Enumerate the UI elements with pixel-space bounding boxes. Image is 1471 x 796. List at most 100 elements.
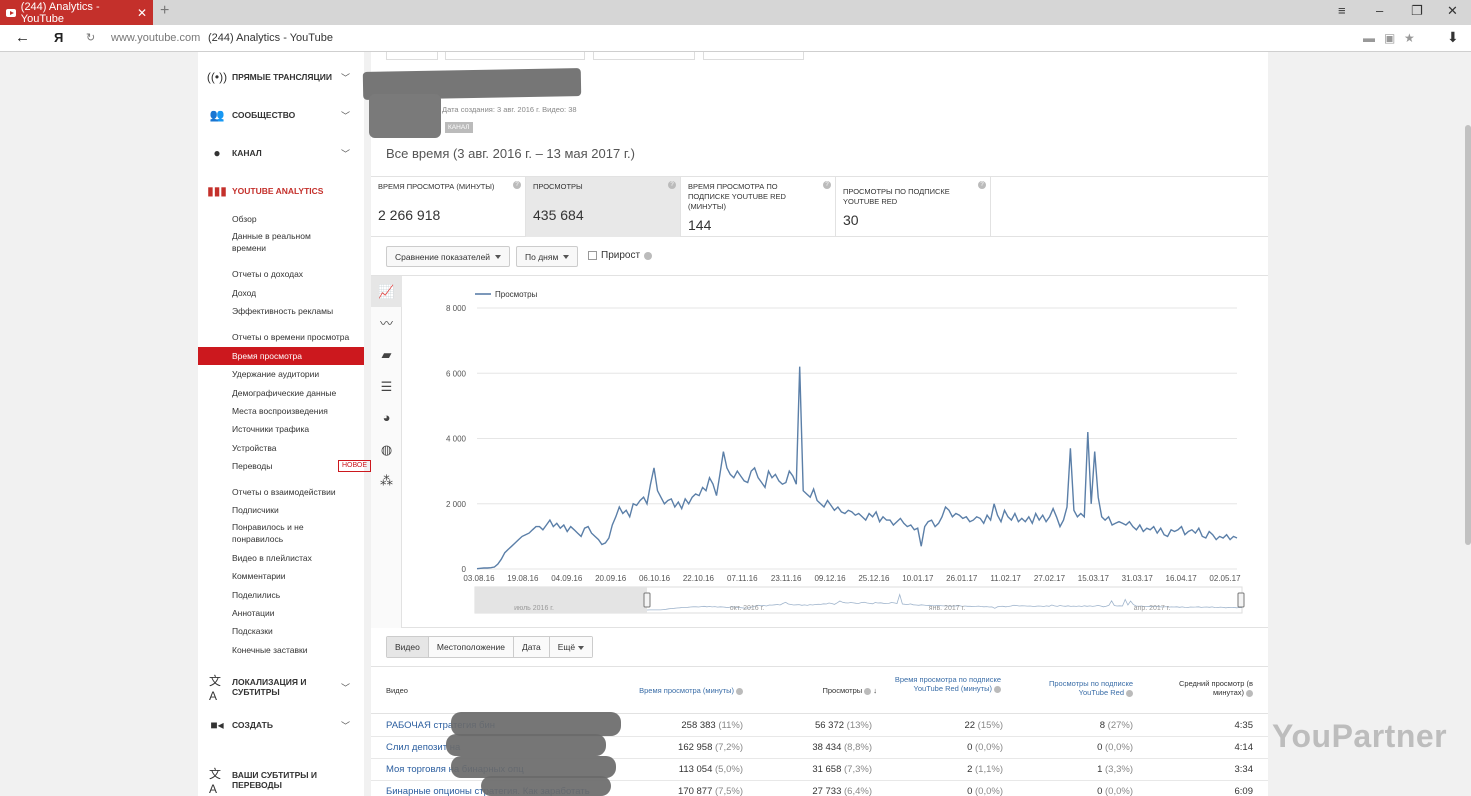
sidebar-item-traffic-sources[interactable]: Источники трафика xyxy=(232,424,310,434)
sidebar-item-annotations[interactable]: Аннотации xyxy=(232,608,275,618)
metric-red-views[interactable]: ПРОСМОТРЫ ПО ПОДПИСКЕ YOUTUBE RED ? 30 xyxy=(836,177,991,237)
url-host[interactable]: www.youtube.com xyxy=(111,32,201,44)
pie-chart-icon[interactable]: ◕ xyxy=(382,410,391,425)
sidebar-item-playlists[interactable]: Видео в плейлистах xyxy=(232,553,312,563)
url-page-title[interactable]: (244) Analytics - YouTube xyxy=(208,32,333,44)
cell-watch-time: 113 054 (5,0%) xyxy=(678,764,743,775)
sidebar-section-create[interactable]: ■◂ СОЗДАТЬ ﹀ xyxy=(198,712,364,738)
reload-icon[interactable]: ↻ xyxy=(86,32,96,44)
sidebar-item-end-screens[interactable]: Конечные заставки xyxy=(232,645,308,655)
sidebar-section-label: YOUTUBE ANALYTICS xyxy=(232,186,324,196)
help-icon[interactable]: ? xyxy=(978,181,986,189)
help-icon[interactable] xyxy=(1246,689,1253,697)
sidebar-section-label: ВАШИ СУБТИТРЫ И ПЕРЕВОДЫ xyxy=(232,770,318,790)
filter-stub[interactable] xyxy=(445,52,585,60)
bar-chart-icon[interactable]: ☰ xyxy=(380,378,393,394)
new-tab-icon[interactable]: + xyxy=(160,2,170,19)
cell-percent: (7,5%) xyxy=(715,786,743,796)
sidebar-item-playback-locations[interactable]: Места воспроизведения xyxy=(232,406,328,416)
growth-checkbox[interactable] xyxy=(588,251,597,260)
sidebar-section-localization[interactable]: 文A ЛОКАЛИЗАЦИЯ И СУБТИТРЫ ﹀ xyxy=(198,674,364,703)
star-icon[interactable]: ★ xyxy=(1404,31,1415,45)
filter-stub[interactable] xyxy=(593,52,695,60)
sidebar-section-your-subtitles[interactable]: 文A ВАШИ СУБТИТРЫ И ПЕРЕВОДЫ xyxy=(198,767,364,796)
sidebar-item-devices[interactable]: Устройства xyxy=(232,443,277,453)
tab-more[interactable]: Ещё xyxy=(549,637,592,657)
header-red-views[interactable]: Просмотры по подписке YouTube Red xyxy=(1021,679,1133,697)
filter-stub[interactable] xyxy=(703,52,804,60)
sidebar-item-watch-time[interactable]: Время просмотра xyxy=(198,347,364,365)
tab-location[interactable]: Местоположение xyxy=(428,637,514,657)
line-chart-icon[interactable]: 📈 xyxy=(371,276,402,307)
compare-metrics-dropdown[interactable]: Сравнение показателей xyxy=(386,246,511,267)
help-icon[interactable] xyxy=(644,251,653,260)
help-icon[interactable]: ? xyxy=(823,181,831,189)
yandex-logo[interactable]: Я xyxy=(54,30,64,45)
table-row[interactable]: РАБОЧАЯ стратегия бин 258 383 (11%) 56 372… xyxy=(371,715,1268,737)
menu-icon[interactable]: ≡ xyxy=(1338,3,1346,18)
filter-stub[interactable] xyxy=(386,52,438,60)
bubble-chart-icon[interactable]: ⁂ xyxy=(380,472,393,488)
sidebar-section-analytics[interactable]: ▮▮▮ YOUTUBE ANALYTICS xyxy=(198,178,364,204)
sidebar-item-watch-time-reports[interactable]: Отчеты о времени просмотра xyxy=(232,332,350,342)
page-scrollbar[interactable] xyxy=(1465,125,1471,545)
globe-icon[interactable]: ◍ xyxy=(380,441,393,457)
tab-video[interactable]: Видео xyxy=(387,637,429,657)
back-icon[interactable]: ← xyxy=(15,29,30,46)
header-avg-view[interactable]: Средний просмотр (в минутах) xyxy=(1161,679,1253,697)
help-icon[interactable] xyxy=(864,687,872,695)
close-window-icon[interactable]: ✕ xyxy=(1447,3,1458,18)
sidebar-item-comments[interactable]: Комментарии xyxy=(232,571,286,581)
header-watch-time[interactable]: Время просмотра (минуты) xyxy=(601,686,743,695)
sidebar-item-translations[interactable]: Переводы НОВОЕ xyxy=(232,460,372,472)
sidebar-section-live[interactable]: ((•)) ПРЯМЫЕ ТРАНСЛЯЦИИ ﹀ xyxy=(198,64,364,90)
header-views[interactable]: Просмотры ↓ xyxy=(771,686,878,695)
download-icon[interactable]: ⬇ xyxy=(1447,29,1459,45)
sidebar-item-interaction-reports[interactable]: Отчеты о взаимодействии xyxy=(232,487,336,497)
sidebar-item-revenue[interactable]: Доход xyxy=(232,288,257,298)
granularity-dropdown[interactable]: По дням xyxy=(516,246,579,267)
sidebar-item-likes[interactable]: Понравилось и не понравилось xyxy=(232,522,304,544)
help-icon[interactable] xyxy=(994,685,1001,693)
sidebar-item-demographics[interactable]: Демографические данные xyxy=(232,388,337,398)
help-icon[interactable]: ? xyxy=(513,181,521,189)
sidebar-item-cards[interactable]: Подсказки xyxy=(232,626,273,636)
video-title-link[interactable]: РАБОЧАЯ стратегия бин xyxy=(386,720,496,731)
sidebar-item-realtime[interactable]: Данные в реальном времени xyxy=(232,231,311,253)
header-video[interactable]: Видео xyxy=(386,686,408,695)
sidebar-item-subscribers[interactable]: Подписчики xyxy=(232,505,279,515)
table-row[interactable]: Слил депозит на 162 958 (7,2%) 38 434 (8,8… xyxy=(371,737,1268,759)
sidebar-section-channel[interactable]: ● КАНАЛ ﹀ xyxy=(198,140,364,166)
sidebar-item-revenue-reports[interactable]: Отчеты о доходах xyxy=(232,269,304,279)
sidebar-item-ad-performance[interactable]: Эффективность рекламы xyxy=(232,306,334,316)
browser-tab[interactable]: (244) Analytics - YouTube ✕ xyxy=(0,0,153,25)
metric-red-watch-time[interactable]: ВРЕМЯ ПРОСМОТРА ПО ПОДПИСКЕ YOUTUBE RED … xyxy=(681,177,836,237)
multiline-chart-icon[interactable]: 〰 xyxy=(379,316,393,331)
lock-icon[interactable]: ▣ xyxy=(1384,31,1396,45)
header-label: Средний просмотр (в минутах) xyxy=(1178,679,1253,697)
metric-views[interactable]: ПРОСМОТРЫ ? 435 684 xyxy=(526,177,681,237)
video-title-link[interactable]: Слил депозит на xyxy=(386,742,461,753)
metric-watch-time[interactable]: ВРЕМЯ ПРОСМОТРА (МИНУТЫ) ? 2 266 918 xyxy=(371,177,526,237)
cell-percent: (0,0%) xyxy=(975,742,1003,753)
chevron-down-icon: ﹀ xyxy=(341,72,351,83)
tab-date[interactable]: Дата xyxy=(513,637,550,657)
sidebar-item-sharing[interactable]: Поделились xyxy=(232,590,281,600)
help-icon[interactable] xyxy=(1126,689,1133,697)
x-tick-label: 31.03.17 xyxy=(1122,574,1154,583)
help-icon[interactable] xyxy=(736,687,743,695)
dropdown-label: Сравнение показателей xyxy=(395,251,491,262)
views-line-chart[interactable]: 0 2 000 4 000 6 000 8 000 03.08.16 19.08.16 04.… xyxy=(402,276,1267,628)
minimize-icon[interactable]: – xyxy=(1376,3,1384,18)
channel-meta: Дата создания: 3 авг. 2016 г. Видео: 38 xyxy=(442,105,577,114)
sidebar-item-audience-retention[interactable]: Удержание аудитории xyxy=(232,369,320,379)
area-chart-icon[interactable]: ▰ xyxy=(381,346,392,362)
sidebar-section-community[interactable]: 👥 СООБЩЕСТВО ﹀ xyxy=(198,102,364,128)
help-icon[interactable]: ? xyxy=(668,181,676,189)
comment-icon[interactable]: ▬ xyxy=(1363,31,1375,45)
close-tab-icon[interactable]: ✕ xyxy=(136,5,147,20)
sidebar-item-overview[interactable]: Обзор xyxy=(232,214,257,224)
header-red-watch-time[interactable]: Время просмотра по подписке YouTube Red … xyxy=(891,675,1001,693)
restore-icon[interactable]: ❐ xyxy=(1411,3,1423,18)
growth-toggle[interactable]: Прирост xyxy=(588,250,653,261)
